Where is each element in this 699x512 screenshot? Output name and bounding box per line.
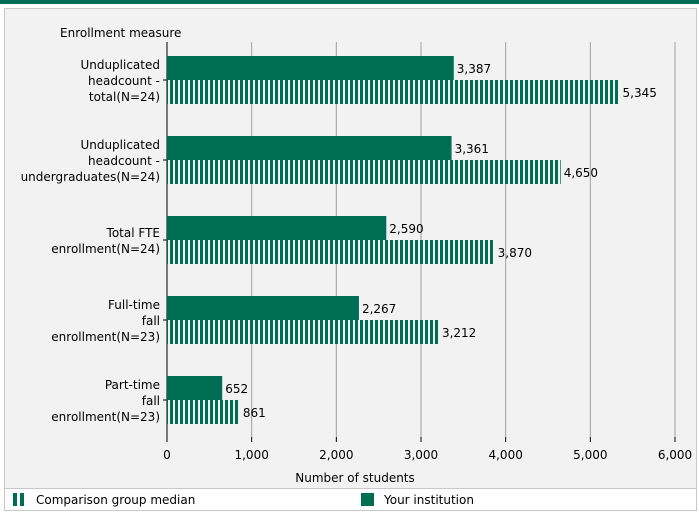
data-label: 5,345 <box>623 86 657 100</box>
category-label: enrollment(N=24) <box>51 242 160 256</box>
legend-label-institution: Your institution <box>384 492 474 507</box>
bar-your-institution <box>167 56 454 80</box>
legend: Comparison group median Your institution <box>4 489 697 511</box>
y-axis-title: Enrollment measure <box>60 26 181 40</box>
data-label: 2,590 <box>389 222 423 236</box>
data-label: 861 <box>243 406 266 420</box>
legend-item-institution: Your institution <box>361 492 474 507</box>
x-tick-label: 3,000 <box>404 448 438 462</box>
category-label: enrollment(N=23) <box>51 410 160 424</box>
legend-swatch-striped <box>13 493 24 506</box>
bar-your-institution <box>167 296 359 320</box>
category-label: fall <box>142 394 160 408</box>
legend-swatch-solid <box>361 493 374 506</box>
category-label: Part-time <box>105 378 160 392</box>
data-label: 4,650 <box>564 166 598 180</box>
category-label: fall <box>142 314 160 328</box>
bar-chart: Enrollment measure Number of students 0 1… <box>21 26 693 485</box>
bar-your-institution <box>167 376 223 400</box>
data-label: 3,387 <box>457 62 491 76</box>
bar-comparison-median <box>167 320 439 344</box>
bar-your-institution <box>167 216 387 240</box>
legend-label-comparison: Comparison group median <box>36 492 196 507</box>
category-label: total(N=24) <box>89 90 160 104</box>
x-tick-label: 4,000 <box>488 448 522 462</box>
x-tick-label: 1,000 <box>234 448 268 462</box>
data-label: 652 <box>225 382 248 396</box>
x-tick-label: 0 <box>163 448 171 462</box>
x-tick-label: 6,000 <box>658 448 692 462</box>
category-label: Total FTE <box>106 226 160 240</box>
category-label: headcount - <box>88 154 160 168</box>
data-label: 3,870 <box>498 246 532 260</box>
category-label: headcount - <box>88 74 160 88</box>
category-label: enrollment(N=23) <box>51 330 160 344</box>
data-label: 2,267 <box>362 302 396 316</box>
x-axis-title: Number of students <box>295 471 415 485</box>
bar-comparison-median <box>167 240 495 264</box>
category-label: Unduplicated <box>80 138 160 152</box>
category-label: undergraduates(N=24) <box>21 170 160 184</box>
x-tick-label: 5,000 <box>573 448 607 462</box>
bar-comparison-median <box>167 160 561 184</box>
data-label: 3,361 <box>455 142 489 156</box>
bar-comparison-median <box>167 400 240 424</box>
bar-comparison-median <box>167 80 620 104</box>
data-label: 3,212 <box>442 326 476 340</box>
bar-your-institution <box>167 136 452 160</box>
category-label: Full-time <box>108 298 160 312</box>
top-accent-bar <box>0 0 699 4</box>
legend-item-comparison: Comparison group median <box>13 492 195 507</box>
x-tick-label: 2,000 <box>319 448 353 462</box>
category-label: Unduplicated <box>80 58 160 72</box>
